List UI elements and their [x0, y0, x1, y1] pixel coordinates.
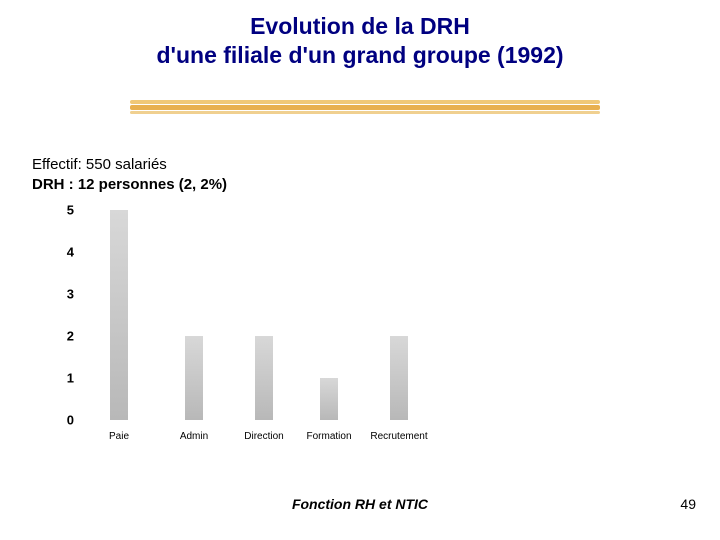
x-tick-label: Direction — [244, 431, 283, 442]
y-tick-label: 2 — [50, 329, 74, 344]
x-tick-label: Formation — [306, 431, 351, 442]
plot-area: PaieAdminDirectionFormationRecrutement — [80, 210, 460, 420]
slide-title: Evolution de la DRH d'une filiale d'un g… — [0, 0, 720, 70]
y-tick-label: 3 — [50, 287, 74, 302]
underline-stroke — [130, 105, 600, 110]
bar-chart: PaieAdminDirectionFormationRecrutement 0… — [50, 210, 470, 440]
bar — [390, 336, 408, 420]
bar — [255, 336, 273, 420]
footer-title: Fonction RH et NTIC — [0, 496, 720, 512]
x-tick-label: Admin — [180, 431, 208, 442]
x-tick-label: Paie — [109, 431, 129, 442]
y-tick-label: 4 — [50, 245, 74, 260]
underline-stroke — [130, 100, 600, 104]
title-underline — [130, 100, 600, 114]
bar — [185, 336, 203, 420]
x-tick-label: Recrutement — [370, 431, 427, 442]
underline-stroke — [130, 111, 600, 114]
y-tick-label: 0 — [50, 413, 74, 428]
subtitle-block: Effectif: 550 salariés DRH : 12 personne… — [32, 155, 227, 196]
subtitle-line1: Effectif: 550 salariés — [32, 156, 167, 173]
y-tick-label: 1 — [50, 371, 74, 386]
subtitle-line2: DRH : 12 personnes (2, 2%) — [32, 176, 227, 193]
bar — [320, 378, 338, 420]
title-line2: d'une filiale d'un grand groupe (1992) — [156, 42, 563, 68]
y-tick-label: 5 — [50, 203, 74, 218]
page-number: 49 — [680, 496, 696, 512]
bar — [110, 210, 128, 420]
title-line1: Evolution de la DRH — [250, 13, 470, 39]
